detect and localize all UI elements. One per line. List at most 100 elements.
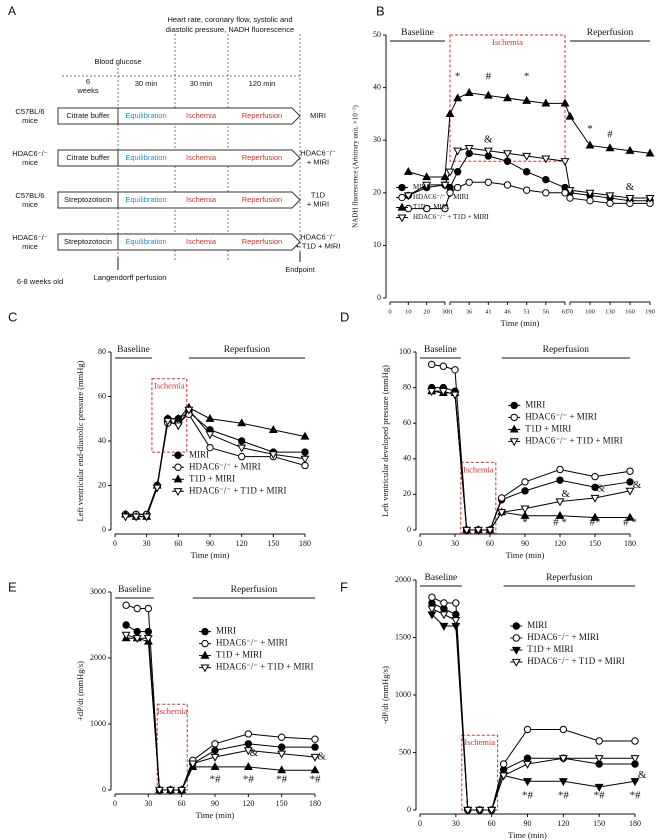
note: Heart rate, coronary flow, systolic and	[167, 15, 292, 24]
marker	[243, 762, 253, 770]
series-line	[431, 363, 631, 531]
legend-label: HDAC6⁻/⁻ + MIRI	[527, 632, 599, 642]
marker	[566, 194, 574, 202]
x-tick-label: 160	[625, 308, 635, 315]
marker	[452, 610, 460, 619]
y-tick-label: 20	[98, 480, 106, 489]
marker	[440, 599, 448, 607]
panel-label: F	[340, 579, 348, 594]
annotation: #*	[590, 516, 601, 528]
annotation: *#	[522, 790, 534, 802]
x-tick-label: 60	[486, 539, 494, 548]
marker	[503, 150, 512, 159]
x-tick-label: 150	[276, 799, 288, 808]
ischemia-box	[449, 34, 566, 162]
marker	[558, 755, 568, 764]
marker	[237, 444, 247, 453]
marker	[301, 448, 309, 456]
marker	[645, 194, 655, 203]
y-tick-label: 500	[399, 747, 411, 756]
group-label: C57BL/6	[15, 191, 44, 200]
marker	[211, 746, 219, 755]
marker	[132, 635, 142, 644]
x-tick-label: 0	[113, 799, 117, 808]
marker	[586, 196, 594, 205]
annotation: &	[250, 747, 259, 759]
x-tick-label: 41	[485, 308, 492, 315]
legend-label: MIRI	[216, 626, 236, 636]
y-tick-label: 30	[373, 135, 381, 144]
x-axis-title: Time (min)	[506, 550, 545, 560]
marker	[311, 735, 319, 743]
marker	[441, 204, 449, 213]
x-tick-label: 36	[466, 308, 473, 315]
box	[57, 149, 119, 167]
legend-label: MIRI	[527, 620, 547, 630]
marker	[555, 510, 565, 519]
legend-label: MIRI	[189, 449, 209, 459]
marker	[237, 418, 247, 427]
x-tick-label: 10	[405, 308, 412, 315]
panel-label: A	[8, 4, 16, 18]
marker	[499, 760, 508, 768]
group-label: HDAC6⁻/⁻	[12, 149, 47, 158]
legend-label: HDAC6⁻/⁻ + T1D + MIRI	[525, 435, 623, 445]
marker	[428, 593, 436, 601]
treatment: Citrate buffer	[66, 111, 110, 120]
phase: Reperfusion	[242, 111, 282, 120]
phase: Equilibration	[125, 153, 166, 162]
marker	[631, 737, 639, 745]
marker	[243, 747, 253, 756]
y-tick-label: 80	[98, 347, 106, 356]
annotation: *	[587, 123, 593, 135]
marker	[542, 175, 550, 184]
marker	[523, 725, 532, 734]
annotation: # *	[553, 516, 567, 528]
series-line	[408, 147, 650, 199]
chart: C 0 20 40 60 80 0 30 60 90 120 150 180 Time (min) Left…	[8, 309, 311, 560]
x-tick-label: 51	[523, 308, 530, 315]
marker	[630, 778, 640, 787]
y-tick-label: 40	[373, 82, 381, 91]
marker	[163, 417, 173, 426]
marker	[625, 512, 635, 521]
marker	[174, 463, 182, 471]
outcome: + T1D + MIRI	[296, 241, 341, 250]
ischemia-box	[460, 461, 497, 535]
x-axis-title: Time (min)	[508, 830, 547, 840]
marker	[487, 806, 497, 815]
phase: Ischemia	[186, 111, 217, 120]
x-tick-label: 100	[585, 308, 595, 315]
period-label: Baseline	[117, 345, 150, 355]
outcome: T1D	[311, 190, 326, 199]
marker	[427, 388, 437, 396]
marker	[310, 753, 320, 762]
x-tick-label: 31	[447, 308, 454, 315]
x-tick-label: 120	[242, 799, 254, 808]
period-label: Ischemia	[492, 37, 523, 47]
note: Blood glucose	[94, 57, 141, 66]
marker	[206, 443, 214, 452]
annotation: &	[317, 751, 326, 763]
x-tick-label: 60	[174, 539, 182, 548]
x-tick-label: 150	[589, 539, 601, 548]
series-line	[408, 181, 650, 210]
marker	[300, 455, 310, 464]
legend-label: HDAC6⁻/⁻ + MIRI	[525, 411, 597, 421]
y-tick-label: 3000	[90, 587, 106, 596]
marker	[184, 406, 194, 415]
y-tick-label: 60	[98, 391, 106, 400]
y-axis-title: NADH fluorescence (Arbitrary unit, ×10⁻³…	[352, 105, 360, 228]
note: diastolic pressure, NADH fluorescence	[166, 25, 294, 34]
note: Endpoint	[285, 265, 316, 274]
marker	[122, 601, 130, 609]
annotation: &	[562, 488, 571, 500]
marker	[427, 605, 437, 614]
annotation: &	[638, 769, 647, 781]
y-tick-label: 0	[102, 525, 106, 534]
x-tick-label: 20	[423, 308, 430, 315]
marker	[625, 145, 635, 154]
marker	[473, 526, 483, 535]
marker	[483, 147, 493, 156]
